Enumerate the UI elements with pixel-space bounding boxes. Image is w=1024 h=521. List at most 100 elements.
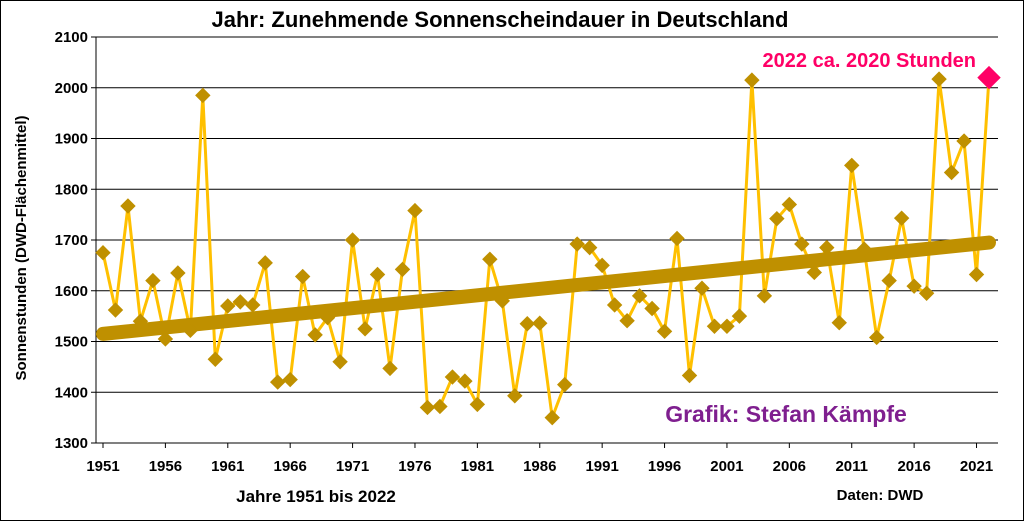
x-tick-label: 1981 <box>461 458 494 475</box>
y-tick-label: 1700 <box>55 232 88 249</box>
data-point <box>532 315 548 331</box>
data-point <box>444 369 461 385</box>
data-point <box>207 351 224 367</box>
data-point <box>719 318 735 334</box>
x-tick-label: 1991 <box>585 458 618 475</box>
y-axis-label: Sonnenstunden (DWD-Flächenmittel) <box>13 116 30 381</box>
data-point <box>856 241 872 257</box>
data-point <box>369 266 386 283</box>
data-point <box>769 210 785 227</box>
data-point <box>918 285 935 301</box>
data-point <box>95 244 111 261</box>
data-point <box>943 164 960 181</box>
data-point <box>507 388 523 404</box>
data-point <box>706 318 723 334</box>
data-point <box>844 157 860 174</box>
data-point <box>669 230 685 247</box>
data-point <box>694 280 710 296</box>
data-point <box>906 278 922 294</box>
series-sunshine-hours <box>95 65 1001 426</box>
y-tick-label: 2000 <box>55 80 88 97</box>
y-tick-label: 1900 <box>55 131 88 148</box>
y-tick-label: 1400 <box>55 384 88 401</box>
data-point <box>482 251 498 267</box>
data-point <box>756 288 773 304</box>
chart-title: Jahr: Zunehmende Sonnenscheindauer in De… <box>212 7 789 32</box>
data-point <box>868 329 885 346</box>
x-tick-label: 1956 <box>149 458 182 475</box>
data-point <box>744 72 760 88</box>
data-point <box>644 300 660 317</box>
data-point <box>294 268 311 285</box>
data-point <box>544 409 560 426</box>
data-point <box>631 288 648 304</box>
data-point <box>794 236 810 252</box>
data-point <box>407 202 423 219</box>
data-point <box>968 266 985 283</box>
data-point <box>494 293 511 309</box>
data-point <box>307 327 323 343</box>
x-tick-label: 2006 <box>773 458 806 475</box>
data-point <box>731 308 748 324</box>
y-axis-ticks: 1300 1400 1500 1600 1700 1800 1900 2000 2100 <box>55 29 96 452</box>
data-point <box>182 322 199 339</box>
x-tick-label: 2001 <box>710 458 743 475</box>
data-point <box>819 239 835 256</box>
data-point <box>656 323 673 340</box>
data-point <box>245 297 261 313</box>
x-tick-label: 2011 <box>835 458 868 475</box>
data-point <box>394 261 411 278</box>
trend-line <box>96 235 996 341</box>
x-tick-label: 1961 <box>211 458 244 475</box>
y-tick-label: 1800 <box>55 181 88 198</box>
x-tick-label: 1986 <box>523 458 556 475</box>
data-point <box>956 133 972 149</box>
data-point <box>432 398 448 415</box>
data-point <box>581 239 598 256</box>
x-tick-label: 2021 <box>960 458 993 475</box>
data-point <box>195 87 211 104</box>
data-point <box>594 257 610 274</box>
data-point <box>107 302 124 318</box>
source-annotation: Daten: DWD <box>837 487 924 504</box>
y-tick-label: 1300 <box>55 435 88 452</box>
data-point <box>831 315 847 331</box>
data-point <box>619 312 635 329</box>
data-point <box>931 71 947 87</box>
data-point <box>269 374 286 390</box>
data-point <box>357 321 373 337</box>
y-tick-label: 1500 <box>55 334 88 351</box>
x-axis-label: Jahre 1951 bis 2022 <box>236 487 396 506</box>
data-point <box>257 255 273 271</box>
credit-annotation: Grafik: Stefan Kämpfe <box>665 401 907 427</box>
data-point <box>344 232 361 248</box>
data-point <box>220 298 236 314</box>
data-point <box>606 297 623 313</box>
data-point <box>170 265 186 281</box>
data-point <box>419 399 436 416</box>
data-point <box>681 367 698 384</box>
data-point <box>332 354 348 370</box>
x-axis-ticks: 1951 1956 1961 1966 1971 1976 1981 1986 1991 1996… <box>86 443 993 475</box>
data-point <box>569 236 585 252</box>
data-point <box>557 376 573 393</box>
y-tick-label: 1600 <box>55 283 88 300</box>
x-tick-label: 1976 <box>398 458 431 475</box>
data-point <box>232 294 248 310</box>
data-point <box>806 264 823 281</box>
data-point <box>120 198 136 214</box>
x-tick-label: 1996 <box>648 458 681 475</box>
data-point <box>382 360 398 377</box>
data-point <box>282 371 298 388</box>
data-point <box>132 313 149 329</box>
y-tick-label: 2100 <box>55 29 88 46</box>
grid-lines <box>96 36 998 393</box>
data-point <box>157 331 174 347</box>
data-point <box>781 196 798 213</box>
series-line <box>101 77 991 420</box>
data-point <box>319 309 336 326</box>
data-point <box>893 210 910 226</box>
data-point <box>457 373 473 389</box>
data-point <box>881 272 897 289</box>
x-tick-label: 1971 <box>336 458 369 475</box>
